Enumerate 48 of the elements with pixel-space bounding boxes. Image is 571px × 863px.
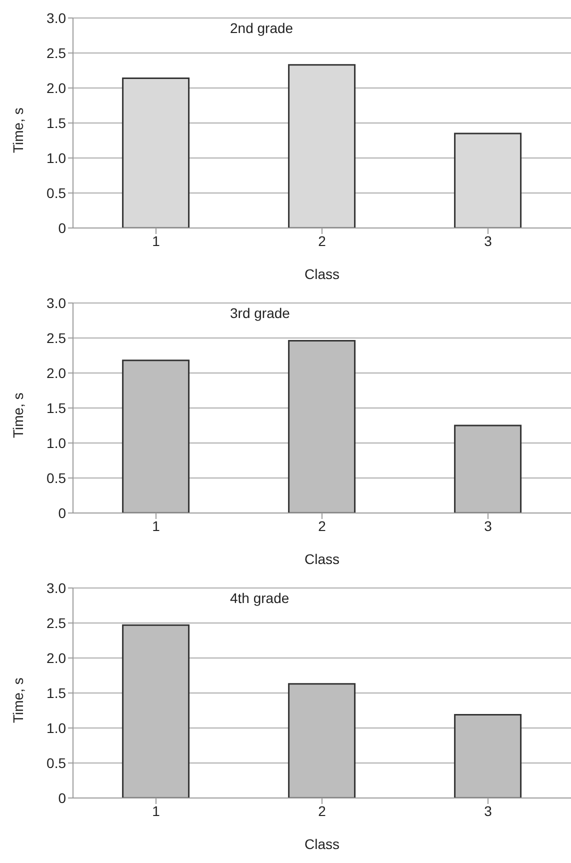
y-axis-title: Time, s [10, 108, 26, 153]
y-axis-title: Time, s [10, 678, 26, 723]
x-tick-label: 1 [152, 518, 160, 534]
y-tick-label: 1.0 [46, 150, 66, 166]
y-tick-label: 1.0 [46, 434, 66, 451]
x-tick-label: 2 [318, 232, 326, 249]
bar [288, 340, 356, 513]
y-tick-label: 2.0 [46, 364, 66, 381]
y-tick-label: 2.0 [46, 650, 66, 666]
x-tick-label: 3 [484, 802, 492, 819]
y-tick-label: 3.0 [46, 10, 66, 26]
y-axis-title: Time, s [10, 392, 26, 438]
bar [288, 64, 356, 228]
y-tick-label: 0 [58, 504, 66, 521]
y-tick-label: 0.5 [46, 184, 66, 201]
x-tick-label: 1 [152, 232, 160, 249]
chart-title: 2nd grade [230, 20, 294, 36]
x-tick-label: 1 [152, 802, 160, 819]
y-tick-label: 2.0 [46, 80, 66, 96]
y-tick-label: 2.5 [46, 330, 66, 346]
y-tick-label: 1.5 [46, 684, 66, 701]
bar [454, 132, 522, 228]
y-tick-label: 2.5 [46, 614, 66, 631]
y-tick-label: 1.5 [46, 114, 66, 131]
y-tick-label: 1.0 [46, 720, 66, 736]
y-tick-label: 0.5 [46, 470, 66, 486]
x-tick-label: 3 [484, 518, 492, 534]
x-axis-title: Class [304, 836, 340, 852]
y-tick-label: 0.5 [46, 754, 66, 771]
y-tick-label: 3.0 [46, 580, 66, 596]
x-axis-title: Class [304, 551, 340, 567]
bar [454, 424, 522, 513]
bar [122, 360, 190, 513]
x-tick-label: 3 [484, 232, 492, 249]
y-tick-label: 3.0 [46, 294, 66, 311]
x-axis-title: Class [304, 266, 340, 282]
y-tick-label: 0 [58, 790, 66, 806]
bar [454, 714, 522, 798]
y-tick-label: 0 [58, 220, 66, 236]
y-tick-label: 2.5 [46, 44, 66, 61]
y-tick-label: 1.5 [46, 400, 66, 416]
bar [288, 683, 356, 798]
bar [122, 77, 190, 228]
chart-title: 4th grade [230, 590, 290, 606]
x-tick-label: 2 [318, 802, 326, 819]
chart-title: 3rd grade [230, 305, 290, 321]
x-tick-label: 2 [318, 518, 326, 534]
bar [122, 624, 190, 798]
